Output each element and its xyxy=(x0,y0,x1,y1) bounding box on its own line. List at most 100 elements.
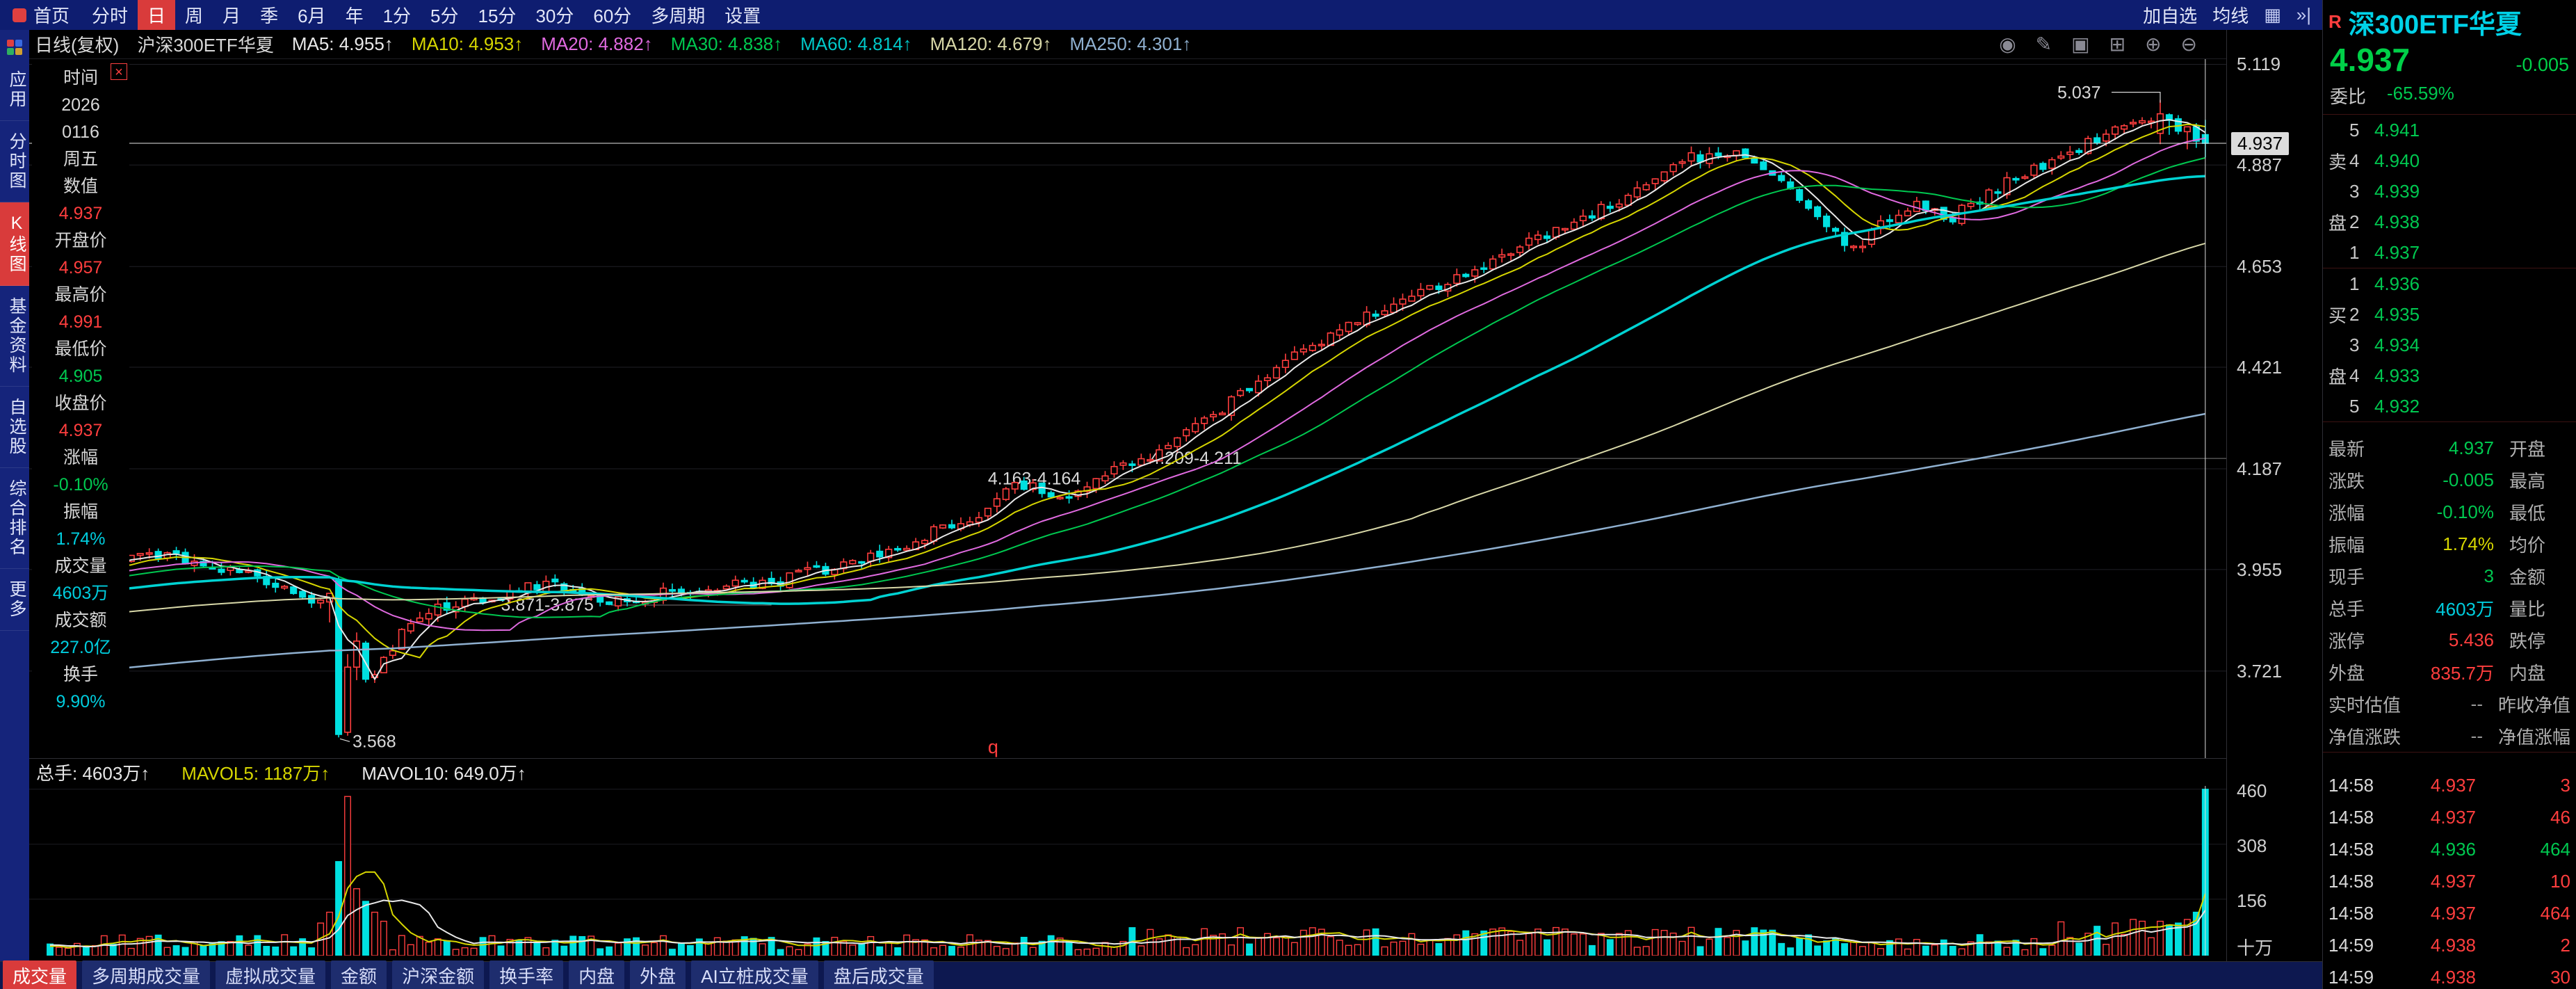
ma-legend-0: MA5: 4.955↑ xyxy=(291,33,394,54)
period-tab-60分[interactable]: 60分 xyxy=(593,6,632,26)
bid-row-4[interactable]: 盘 4 4.933 xyxy=(2328,360,2570,391)
grid-value: 1.74% xyxy=(2443,533,2494,554)
ask-side-char: 盘 xyxy=(2328,212,2347,234)
quote-grid-row-3: 振幅 1.74% 均价 xyxy=(2328,528,2570,560)
indicator-tab-盘后成交量[interactable]: 盘后成交量 xyxy=(823,960,934,989)
quote-grid-row-0: 最新 4.937 开盘 xyxy=(2328,432,2570,464)
window-icon[interactable]: ⊞ xyxy=(2109,33,2126,55)
volume-tick: 460 xyxy=(2237,780,2267,801)
grid-label-2: 金额 xyxy=(2509,566,2546,588)
info-line-22: 换手 xyxy=(63,665,98,684)
info-line-20: 成交额 xyxy=(54,611,107,630)
period-tab-年[interactable]: 年 xyxy=(345,6,364,26)
bid-row-1[interactable]: 1 4.936 xyxy=(2328,268,2570,299)
eye-icon[interactable]: ◉ xyxy=(1999,33,2016,55)
close-icon[interactable]: × xyxy=(111,63,127,80)
sidebar-item-综合排名[interactable]: 综合排名 xyxy=(0,468,29,569)
indicator-tab-换手率[interactable]: 换手率 xyxy=(489,960,564,989)
bid-row-2[interactable]: 买 2 4.935 xyxy=(2328,299,2570,330)
trade-time: 14:59 xyxy=(2328,934,2374,956)
collapse-icon[interactable]: »| xyxy=(2296,4,2311,25)
current-price-badge: 4.937 xyxy=(2231,132,2290,156)
trade-list[interactable]: 14:58 4.937 3 14:58 4.937 46 14:58 4.936 464 14:5… xyxy=(2323,752,2576,989)
quote-detail-grid: 最新 4.937 开盘 涨跌 -0.005 最高 涨幅 -0.10% 最低 振幅 1.74% 均价 现手… xyxy=(2323,421,2576,752)
indicator-tab-内盘[interactable]: 内盘 xyxy=(569,960,625,989)
ask-row-3[interactable]: 3 4.939 xyxy=(2328,176,2570,207)
indicator-tab-沪深金额[interactable]: 沪深金额 xyxy=(392,960,485,989)
svg-text:3.568: 3.568 xyxy=(353,732,396,751)
quote-grid-row-6: 涨停 5.436 跌停 xyxy=(2328,624,2570,656)
info-line-7: 4.957 xyxy=(58,258,103,278)
grid-value: -0.005 xyxy=(2443,469,2494,490)
ask-row-1[interactable]: 1 4.937 xyxy=(2328,237,2570,268)
indicator-tab-AI立桩成交量[interactable]: AI立桩成交量 xyxy=(691,960,818,989)
crosshair-info-panel: × 时间 2026 0116 周五 数值 4.937 开盘价 4.957 最高价 4.991 最低价… xyxy=(32,61,129,719)
multi-window-icon[interactable]: ▦ xyxy=(2264,4,2281,25)
zoom-in-icon[interactable]: ⊕ xyxy=(2145,33,2162,55)
volume-chart[interactable] xyxy=(29,786,2226,956)
ma-toggle-button[interactable]: 均线 xyxy=(2212,6,2249,26)
trade-time: 14:58 xyxy=(2328,870,2374,892)
ask-row-4[interactable]: 卖 4 4.940 xyxy=(2328,145,2570,176)
indicator-tab-成交量[interactable]: 成交量 xyxy=(3,960,77,989)
level-price: 4.940 xyxy=(2374,150,2420,171)
trade-price: 4.937 xyxy=(2430,902,2476,924)
apps-icon-sq2 xyxy=(15,40,22,47)
sidebar-item-基金资料[interactable]: 基金资料 xyxy=(0,286,29,387)
period-tab-多周期[interactable]: 多周期 xyxy=(651,6,706,26)
indicator-tab-多周期成交量[interactable]: 多周期成交量 xyxy=(82,960,211,989)
period-tab-6月[interactable]: 6月 xyxy=(298,6,326,26)
trade-price: 4.938 xyxy=(2430,934,2476,956)
grid-label-2: 昨收净值 xyxy=(2497,694,2570,716)
grid-label: 实时估值 xyxy=(2328,694,2401,716)
indicator-tab-外盘[interactable]: 外盘 xyxy=(630,960,686,989)
quote-grid-row-8: 实时估值 -- 昨收净值 xyxy=(2328,688,2570,720)
period-tab-15分[interactable]: 15分 xyxy=(478,6,517,26)
period-tab-5分[interactable]: 5分 xyxy=(430,6,459,26)
grid-label: 涨跌 xyxy=(2328,470,2365,492)
weibi-value: -65.59% xyxy=(2387,83,2454,104)
grid-value: 3 xyxy=(2484,565,2494,586)
brush-icon[interactable]: ✎ xyxy=(2035,33,2052,55)
grid-label: 外盘 xyxy=(2328,662,2365,684)
add-watchlist-button[interactable]: 加自选 xyxy=(2143,6,2198,26)
main-chart[interactable]: 4.209-4.2114.163-4.1643.871-3.8755.0373.… xyxy=(29,59,2226,758)
grid-label: 净值涨跌 xyxy=(2328,726,2401,748)
ask-row-2[interactable]: 盘 2 4.938 xyxy=(2328,207,2570,237)
period-tab-分时[interactable]: 分时 xyxy=(92,6,129,26)
level-price: 4.935 xyxy=(2374,303,2420,325)
indicator-tab-金额[interactable]: 金额 xyxy=(331,960,387,989)
bid-row-5[interactable]: 5 4.932 xyxy=(2328,391,2570,421)
period-tab-30分[interactable]: 30分 xyxy=(535,6,574,26)
price-tick: 4.421 xyxy=(2237,357,2283,378)
trade-volume: 30 xyxy=(2550,966,2570,988)
sidebar-item-自选股[interactable]: 自选股 xyxy=(0,387,29,468)
period-tab-季[interactable]: 季 xyxy=(260,6,279,26)
level-price: 4.941 xyxy=(2374,119,2420,140)
ask-row-5[interactable]: 5 4.941 xyxy=(2328,115,2570,145)
trade-row-6: 14:59 4.938 30 xyxy=(2328,961,2570,989)
bid-row-3[interactable]: 3 4.934 xyxy=(2328,330,2570,360)
period-tab-月[interactable]: 月 xyxy=(222,6,241,26)
trade-price: 4.937 xyxy=(2430,870,2476,892)
apps-icon[interactable] xyxy=(7,40,22,55)
period-tab-周[interactable]: 周 xyxy=(185,6,204,26)
sidebar-item-分时图[interactable]: 分时图 xyxy=(0,121,29,202)
period-tab-日[interactable]: 日 xyxy=(138,0,176,30)
ma-legend-5: MA120: 4.679↑ xyxy=(930,33,1052,54)
period-tab-1分[interactable]: 1分 xyxy=(382,6,412,26)
volume-header: 总手: 4603万↑ MAVOL5: 1187万↑ MAVOL10: 649.0万↑ xyxy=(29,758,2226,786)
sidebar-item-应用[interactable]: 应用 xyxy=(0,59,29,121)
grid-value: 4.937 xyxy=(2448,437,2494,458)
apps-icon-sq1 xyxy=(7,40,14,47)
grid-label: 涨幅 xyxy=(2328,502,2365,524)
sidebar-item-更多[interactable]: 更多 xyxy=(0,569,29,631)
sidebar-item-K线图[interactable]: K线图 xyxy=(0,202,29,286)
indicator-tab-虚拟成交量[interactable]: 虚拟成交量 xyxy=(216,960,326,989)
home-tab[interactable]: 首页 xyxy=(0,0,82,30)
price-tick: 3.955 xyxy=(2237,558,2283,580)
zoom-out-icon[interactable]: ⊖ xyxy=(2180,33,2197,55)
period-tab-设置[interactable]: 设置 xyxy=(724,6,761,26)
svg-text:4.209-4.211: 4.209-4.211 xyxy=(1150,449,1242,468)
grid-icon[interactable]: ▣ xyxy=(2071,33,2090,55)
